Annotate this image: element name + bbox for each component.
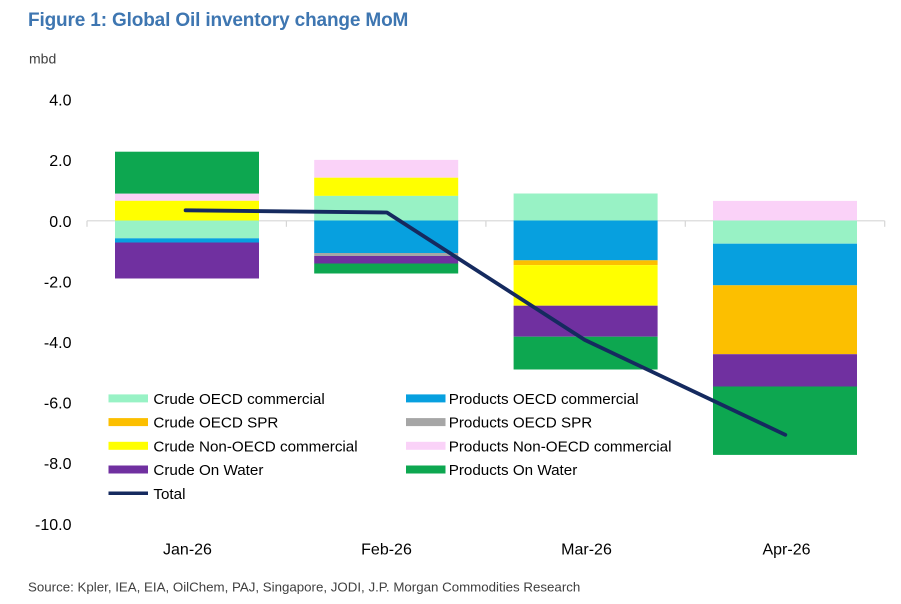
svg-text:-6.0: -6.0: [44, 396, 72, 413]
svg-text:mbd: mbd: [29, 51, 56, 67]
svg-text:Feb-26: Feb-26: [361, 542, 412, 559]
svg-text:-10.0: -10.0: [35, 517, 72, 534]
svg-text:Total: Total: [153, 486, 185, 503]
svg-text:Products OECD SPR: Products OECD SPR: [449, 415, 593, 432]
svg-text:Crude Non-OECD commercial: Crude Non-OECD commercial: [153, 438, 357, 455]
svg-text:0.0: 0.0: [49, 214, 71, 231]
svg-text:Crude OECD SPR: Crude OECD SPR: [153, 415, 278, 432]
svg-text:-2.0: -2.0: [44, 274, 72, 291]
svg-text:-8.0: -8.0: [44, 456, 72, 473]
svg-text:Jan-26: Jan-26: [163, 542, 212, 559]
svg-text:-4.0: -4.0: [44, 335, 72, 352]
svg-text:4.0: 4.0: [49, 93, 71, 110]
svg-text:Mar-26: Mar-26: [561, 542, 612, 559]
svg-text:Crude On Water: Crude On Water: [153, 462, 263, 479]
svg-text:Figure 1: Global Oil inventory: Figure 1: Global Oil inventory change Mo…: [28, 10, 408, 31]
svg-text:Source: Kpler, IEA, EIA, OilCh: Source: Kpler, IEA, EIA, OilChem, PAJ, S…: [28, 580, 580, 595]
svg-text:Products Non-OECD commercial: Products Non-OECD commercial: [449, 438, 672, 455]
svg-text:2.0: 2.0: [49, 153, 71, 170]
svg-text:Crude OECD commercial: Crude OECD commercial: [153, 391, 324, 408]
svg-text:Apr-26: Apr-26: [762, 542, 810, 559]
svg-text:Products OECD commercial: Products OECD commercial: [449, 391, 639, 408]
svg-text:Products On Water: Products On Water: [449, 462, 578, 479]
